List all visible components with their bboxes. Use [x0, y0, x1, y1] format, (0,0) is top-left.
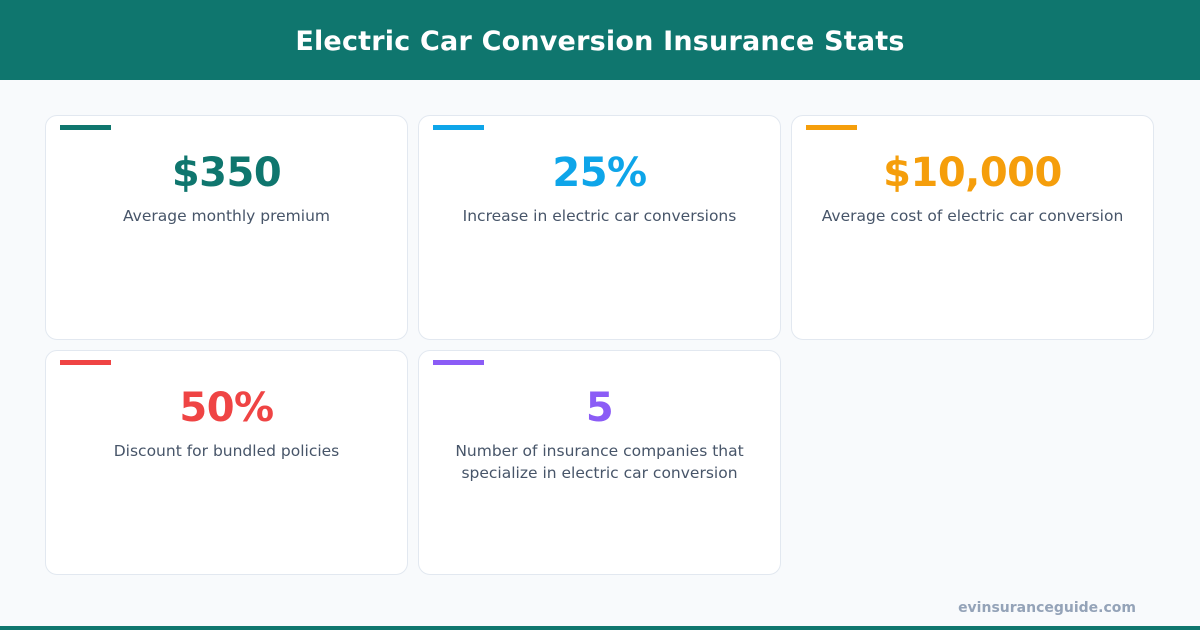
stat-value: $10,000 [883, 150, 1062, 196]
stat-value: 5 [585, 385, 614, 431]
footer-bar [0, 626, 1200, 630]
stat-label: Discount for bundled policies [113, 442, 340, 460]
stat-value: 50% [179, 385, 274, 431]
stat-label: Increase in electric car conversions [462, 207, 737, 225]
header-banner: Electric Car Conversion Insurance Stats [0, 0, 1200, 80]
page-title: Electric Car Conversion Insurance Stats [295, 25, 905, 57]
stat-label: Average monthly premium [122, 207, 331, 225]
stat-label: Number of insurance companies that speci… [455, 442, 744, 482]
stat-card-specialist-insurers: 5 Number of insurance companies that spe… [418, 350, 781, 575]
stat-value: $350 [171, 150, 282, 196]
stat-card-bundle-discount: 50% Discount for bundled policies [45, 350, 408, 575]
stat-card-conversion-increase: 25% Increase in electric car conversions [418, 115, 781, 340]
accent-bar [806, 125, 857, 130]
accent-bar [60, 125, 111, 130]
accent-bar [433, 360, 484, 365]
accent-bar [60, 360, 111, 365]
stat-card-conversion-cost: $10,000 Average cost of electric car con… [791, 115, 1154, 340]
site-url: evinsuranceguide.com [958, 600, 1136, 616]
accent-bar [433, 125, 484, 130]
stat-card-average-premium: $350 Average monthly premium [45, 115, 408, 340]
stat-value: 25% [552, 150, 647, 196]
stat-label: Average cost of electric car conversion [821, 207, 1124, 225]
